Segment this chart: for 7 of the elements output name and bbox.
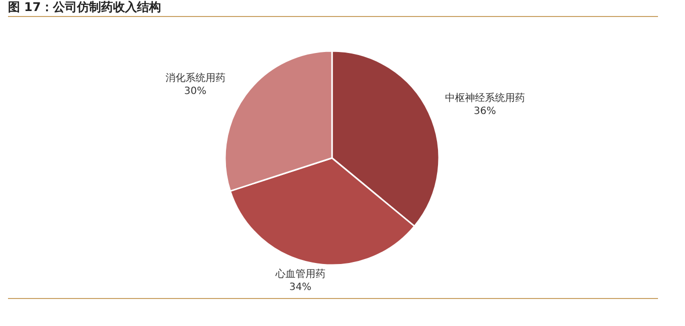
slice-label: 中枢神经系统用药 xyxy=(444,92,525,105)
slice-label: 消化系统用药 xyxy=(164,72,226,85)
slice-label: 心血管用药 xyxy=(274,268,326,281)
data-label: 34% xyxy=(288,280,312,294)
data-label: 30% xyxy=(183,84,208,98)
chart-title: 图 17：公司仿制药收入结构 xyxy=(8,0,161,16)
data-label: 36% xyxy=(472,104,498,118)
